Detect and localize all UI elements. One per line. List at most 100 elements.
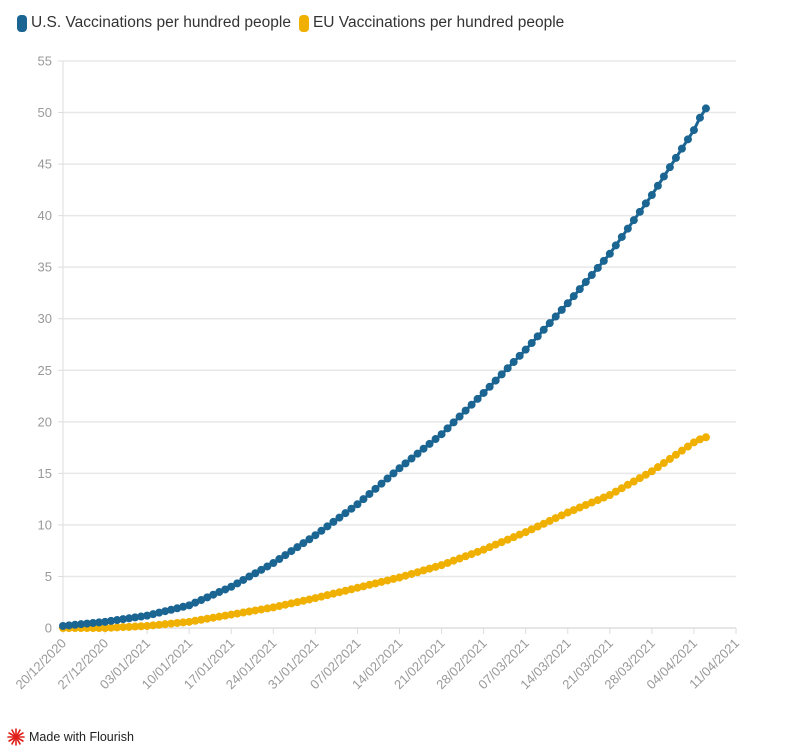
data-point — [155, 620, 164, 629]
legend-swatch-us — [17, 14, 27, 32]
data-point — [263, 562, 272, 571]
data-point — [527, 525, 536, 534]
data-point — [521, 345, 530, 354]
data-point — [461, 406, 470, 415]
data-point — [653, 181, 662, 190]
data-point — [311, 531, 320, 540]
data-point — [659, 172, 668, 181]
data-point — [593, 263, 602, 272]
flourish-logo-icon — [7, 728, 25, 746]
data-point — [503, 535, 512, 544]
data-point — [701, 104, 710, 113]
data-point — [287, 599, 296, 608]
data-point — [515, 530, 524, 539]
data-point — [479, 545, 488, 554]
data-point — [359, 495, 368, 504]
y-tick-label: 25 — [38, 363, 52, 378]
y-tick-label: 45 — [38, 157, 52, 172]
series-eu — [59, 433, 710, 632]
data-point — [383, 576, 392, 585]
data-point — [497, 370, 506, 379]
data-point — [491, 376, 500, 385]
footer[interactable]: Made with Flourish — [7, 728, 134, 746]
data-point — [167, 619, 176, 628]
data-point — [557, 511, 566, 520]
data-point — [581, 501, 590, 510]
legend-item-eu[interactable]: EU Vaccinations per hundred people — [298, 14, 564, 32]
data-point — [317, 526, 326, 535]
data-point — [509, 358, 518, 367]
data-point — [671, 153, 680, 162]
data-point — [353, 583, 362, 592]
data-point — [101, 617, 110, 626]
data-point — [257, 605, 266, 614]
data-point — [611, 241, 620, 250]
data-point — [407, 569, 416, 578]
data-point — [611, 487, 620, 496]
data-point — [527, 339, 536, 348]
data-point — [485, 382, 494, 391]
data-point — [215, 588, 224, 597]
data-point — [293, 543, 302, 552]
data-point — [143, 621, 152, 630]
data-point — [161, 620, 170, 629]
footer-label: Made with Flourish — [29, 730, 134, 744]
data-point — [623, 224, 632, 233]
data-point — [203, 593, 212, 602]
data-point — [179, 602, 188, 611]
data-point — [143, 611, 152, 620]
data-point — [695, 113, 704, 122]
data-point — [323, 522, 332, 531]
data-point — [395, 464, 404, 473]
data-point — [659, 459, 668, 468]
data-point — [299, 539, 308, 548]
data-point — [227, 610, 236, 619]
data-point — [455, 554, 464, 563]
data-point — [413, 449, 422, 458]
data-point — [617, 232, 626, 241]
data-point — [551, 514, 560, 523]
data-point — [515, 351, 524, 360]
data-point — [437, 561, 446, 570]
legend-label-us: U.S. Vaccinations per hundred people — [31, 14, 291, 31]
data-point — [377, 577, 386, 586]
data-point — [677, 144, 686, 153]
data-point — [539, 519, 548, 528]
data-point — [59, 621, 67, 630]
data-point — [557, 305, 566, 314]
data-point — [533, 522, 542, 531]
data-point — [641, 470, 650, 479]
data-point — [347, 504, 356, 513]
data-point — [113, 623, 122, 632]
data-point — [605, 491, 614, 500]
data-point — [377, 479, 386, 488]
data-point — [401, 459, 410, 468]
data-point — [359, 582, 368, 591]
data-point — [191, 616, 200, 625]
data-point — [581, 278, 590, 287]
data-point — [671, 450, 680, 459]
data-point — [545, 319, 554, 328]
data-point — [419, 444, 428, 453]
data-point — [521, 528, 530, 537]
data-point — [293, 598, 302, 607]
data-point — [599, 493, 608, 502]
legend-item-us[interactable]: U.S. Vaccinations per hundred people — [17, 14, 291, 32]
y-tick-label: 35 — [38, 260, 52, 275]
data-point — [239, 608, 248, 617]
data-point — [281, 551, 290, 560]
data-point — [275, 602, 284, 611]
data-point — [281, 600, 290, 609]
data-point — [485, 543, 494, 552]
data-point — [221, 611, 230, 620]
data-point — [413, 568, 422, 577]
data-point — [101, 624, 110, 632]
data-point — [395, 573, 404, 582]
data-point — [497, 538, 506, 547]
data-point — [311, 594, 320, 603]
data-point — [77, 620, 86, 629]
data-point — [575, 285, 584, 294]
data-point — [629, 216, 638, 225]
data-point — [95, 618, 104, 627]
data-point — [347, 585, 356, 594]
